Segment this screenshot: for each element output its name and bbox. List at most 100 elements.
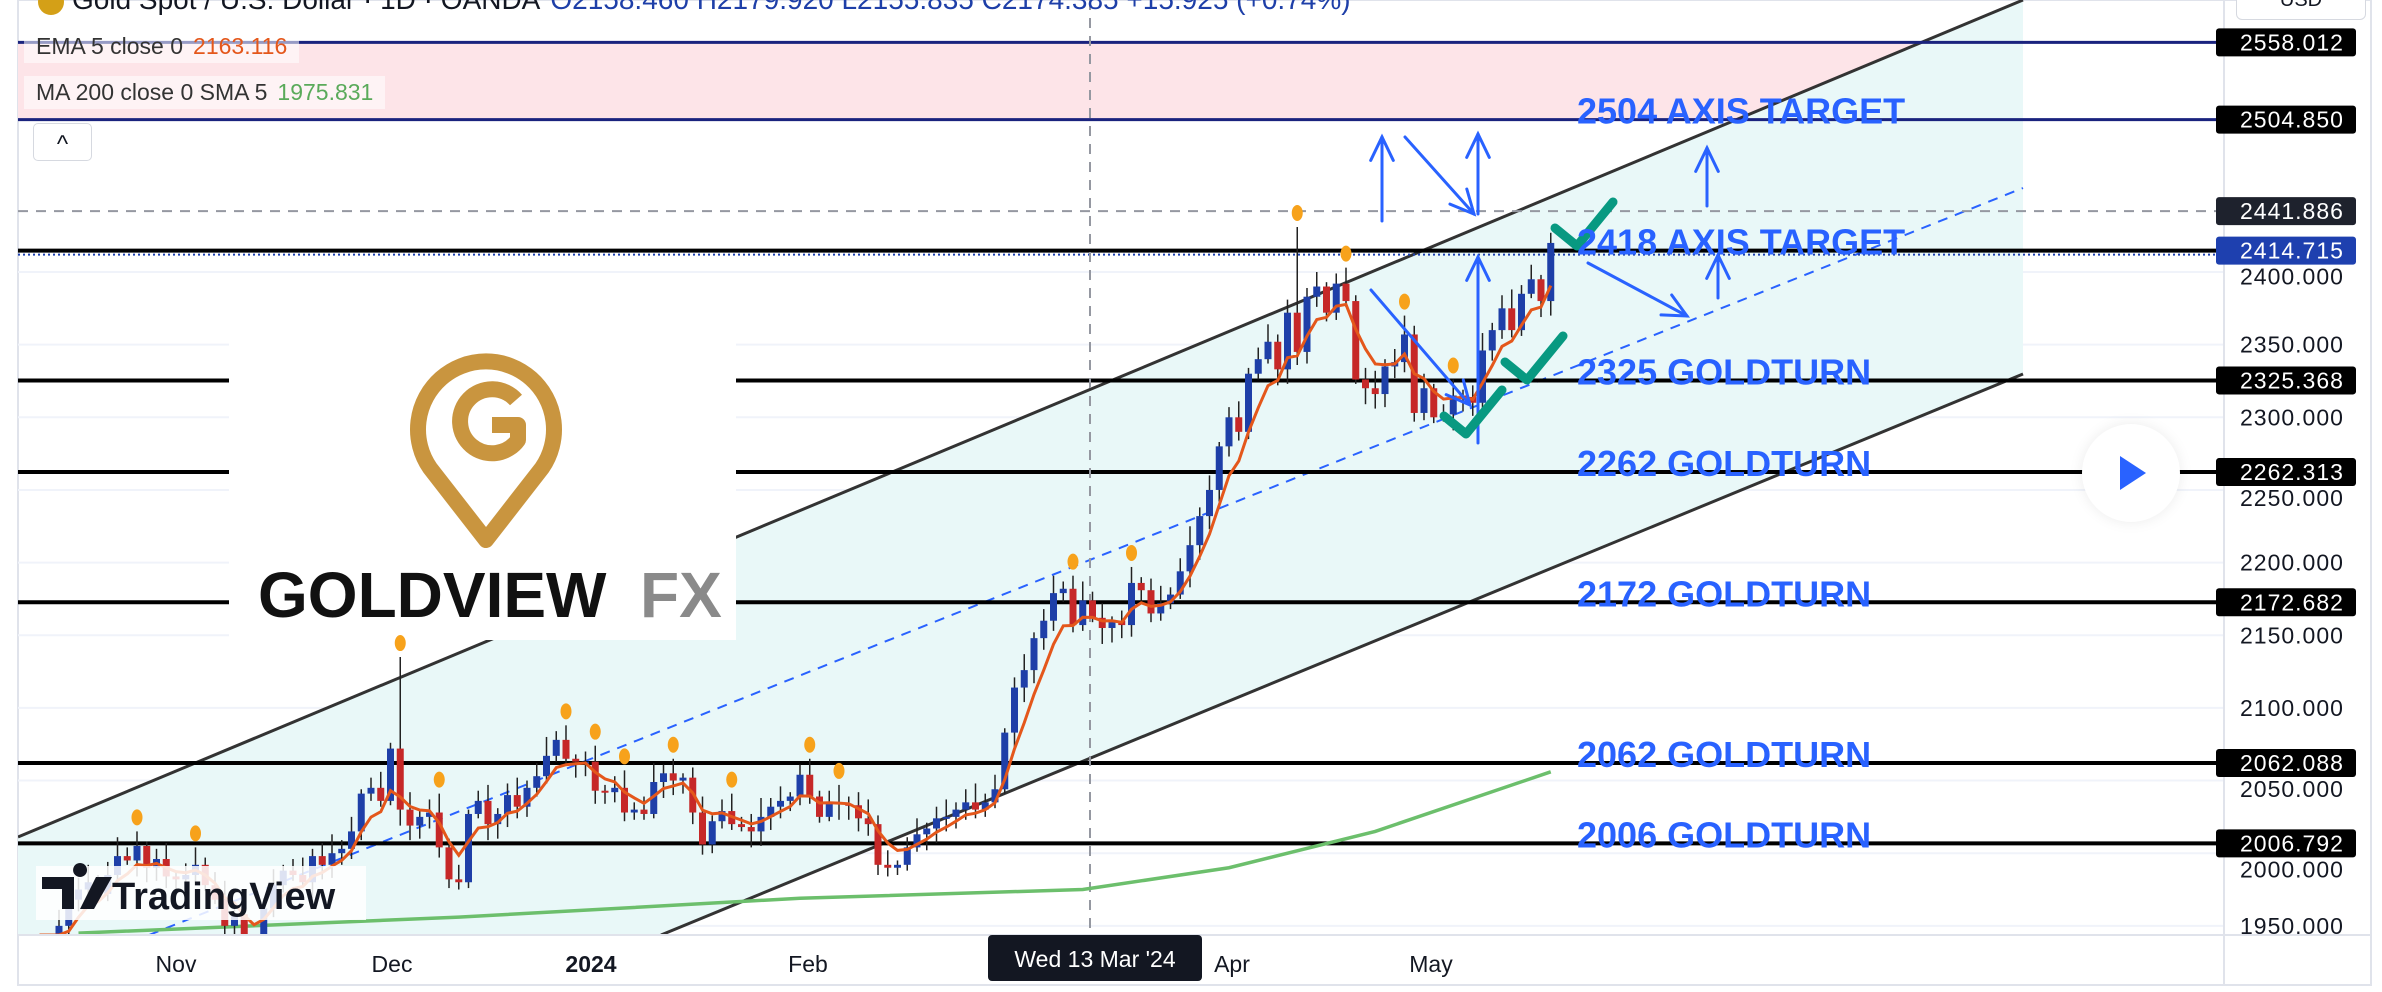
candle-body [1537,279,1545,302]
candle [474,790,482,819]
candle-body [1147,590,1155,614]
tradingview-icon [42,863,112,909]
fractal-dot [190,825,201,842]
candle-body [621,787,628,813]
candle-body [260,908,268,935]
price-tick: 2000.000 [2240,856,2344,882]
candle-body [426,812,433,817]
candle-body [816,796,823,817]
arrow-head [1448,187,1477,217]
price-tag-value: 2062.088 [2240,750,2344,776]
candle [669,758,677,796]
level-annotations: 2504 AXIS TARGET 2418 AXIS TARGET 2325 GOL… [1577,91,1905,856]
time-label: May [1409,951,1453,977]
fractal-dot [726,771,738,788]
candle [855,792,862,832]
candle [377,771,385,807]
arrow-drawing [1403,135,1477,217]
price-tag-value: 2172.682 [2240,589,2344,615]
candle-body [679,777,687,781]
candle [406,792,414,841]
candle-body [1449,395,1457,415]
candle-body [406,809,414,826]
candle-body [1245,373,1252,432]
candle-body [338,848,346,854]
candle [816,790,823,823]
candle [923,822,931,851]
channel-fill [18,0,2023,935]
price-tick: 2350.000 [2240,332,2344,358]
symbol-header[interactable]: Gold Spot / U.S. Dollar · 1D · OANDA O215… [38,0,1351,16]
candle [1030,632,1038,684]
candle-body [387,748,394,801]
candle-body [972,802,979,810]
candle-body [143,845,151,868]
parallel-channel [18,0,2024,935]
price-tag-value: 2262.313 [2240,459,2344,485]
time-axis[interactable]: Nov Dec 2024 Feb Apr May [156,951,1454,977]
candle [1098,603,1106,644]
price-axis[interactable]: 2558.012 2504.850 2441.886 2414.715 2325.368… [2216,28,2356,939]
annotation-label: 2006 GOLDTURN [1577,814,1871,855]
candle [874,815,882,875]
candle [1547,232,1555,316]
candle-body [1235,417,1243,432]
candle-body [991,789,999,803]
candle-body [786,796,794,801]
candle-body [1196,516,1204,546]
candle-body [123,856,131,861]
candle-body [1011,687,1018,733]
candle-body [1342,283,1350,302]
price-tag-bg [2216,197,2356,226]
candle-body [1137,582,1145,591]
scroll-to-realtime-button[interactable] [2082,424,2180,522]
candle [1128,566,1135,637]
candle-body [1176,571,1184,595]
candle-body [357,793,365,832]
channel-median-line [148,187,2024,935]
candle-body [513,795,521,807]
goldview-text: GOLDVIEW [258,559,607,631]
candle-body [494,813,502,825]
candle-body [669,773,677,781]
price-tag-value: 2325.368 [2240,367,2344,393]
candle-body [894,864,901,868]
arrow-head [1705,251,1731,280]
candle-body [1020,670,1028,688]
candle-body [611,787,619,793]
ma-legend[interactable]: MA 200 close 0 SMA 5 1975.831 [24,76,386,109]
price-tag-value: 2414.715 [2240,238,2344,264]
collapse-legend-button[interactable]: ^ [33,123,92,161]
candle [1293,226,1301,365]
candle [1488,322,1496,361]
candle-body [1108,620,1116,628]
currency-button[interactable]: USD [2236,0,2366,20]
candle-body [504,795,511,814]
candle [1498,295,1506,339]
candle-body [1050,593,1057,621]
candle-body [601,790,609,793]
candle-body [825,802,833,817]
candle-body [718,811,726,822]
candle [1079,581,1087,631]
candle [1352,295,1360,384]
fractal-dot [394,635,406,652]
price-tag-bg [2216,458,2356,487]
arrow-drawing [1705,251,1731,300]
candle-body [591,761,599,791]
price-tag-value: 2006.792 [2240,830,2344,856]
ema-legend[interactable]: EMA 5 close 0 2163.116 [24,30,300,63]
time-label: Feb [788,951,828,977]
candle-body [231,914,238,926]
time-label: Apr [1214,951,1250,977]
candle [903,837,911,871]
candle-body [1527,279,1535,294]
crosshair-time-label: Wed 13 Mar '24 [988,935,1202,981]
price-tag-value: 2441.886 [2240,198,2344,224]
candle-body [1479,350,1486,403]
arrow-head [1369,133,1395,162]
price-tag: 2414.715 [2216,236,2356,265]
candle [572,754,580,778]
candle [1050,575,1057,631]
